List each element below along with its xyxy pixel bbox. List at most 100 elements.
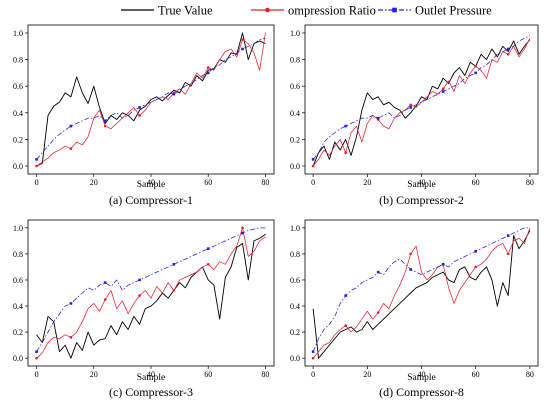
data-point bbox=[69, 336, 73, 339]
x-tick-label: 0 bbox=[311, 178, 315, 187]
x-tick-label: 80 bbox=[261, 178, 269, 187]
data-point bbox=[35, 350, 38, 353]
data-point bbox=[69, 124, 73, 128]
data-point bbox=[103, 298, 107, 301]
y-tick-label: 0.0 bbox=[13, 162, 23, 171]
series-outlet-pressure bbox=[311, 35, 531, 161]
x-axis-title: Sample bbox=[137, 373, 166, 383]
legend-item-outlet-pressure: Outlet Pressure bbox=[378, 4, 492, 18]
data-point bbox=[441, 263, 445, 266]
series-line-ompression-ratio bbox=[36, 32, 266, 167]
series-ompression-ratio bbox=[35, 226, 266, 360]
x-tick-label: 60 bbox=[472, 370, 480, 379]
data-point bbox=[103, 119, 107, 123]
y-tick-label: 0.0 bbox=[13, 354, 23, 363]
x-tick-label: 60 bbox=[204, 370, 212, 379]
x-tick-label: 40 bbox=[418, 370, 426, 379]
x-axis-title: Sample bbox=[137, 180, 166, 190]
x-tick-label: 40 bbox=[418, 178, 426, 187]
legend-marker bbox=[392, 7, 397, 13]
y-tick-label: 0.4 bbox=[290, 302, 300, 311]
chart-panel-1: 0 20 40 60 80 0.0 0.2 0.4 0.6 0.8 1.0 Sample (a) Com… bbox=[13, 24, 275, 207]
data-point bbox=[344, 324, 347, 327]
y-tick-label: 0.8 bbox=[13, 250, 23, 259]
data-point bbox=[206, 247, 210, 250]
series-line-true-value bbox=[36, 233, 266, 359]
series-outlet-pressure bbox=[311, 227, 530, 353]
legend-item-true-value: True Value bbox=[121, 4, 213, 18]
legend-label: True Value bbox=[158, 4, 213, 18]
chart-panel-2: 0 20 40 60 80 0.0 0.2 0.4 0.6 0.8 1.0 Sample (b) Com… bbox=[290, 24, 539, 207]
y-tick-label: 1.0 bbox=[290, 224, 300, 233]
x-tick-label: 80 bbox=[261, 370, 269, 379]
series-outlet-pressure bbox=[35, 227, 266, 353]
data-point bbox=[35, 158, 38, 161]
y-tick-label: 0.6 bbox=[13, 82, 23, 91]
x-tick-label: 0 bbox=[311, 370, 315, 379]
data-point bbox=[506, 47, 510, 51]
data-point bbox=[206, 66, 210, 69]
series-line-ompression-ratio bbox=[312, 227, 531, 359]
legend: True Value ompression Ratio Outlet Pressur… bbox=[121, 4, 492, 18]
data-point bbox=[206, 71, 210, 75]
data-point bbox=[376, 270, 380, 274]
x-tick-label: 40 bbox=[147, 178, 155, 187]
y-tick-label: 0.8 bbox=[13, 56, 23, 65]
y-tick-label: 0.2 bbox=[290, 135, 300, 144]
data-point bbox=[344, 151, 347, 155]
x-tick-label: 80 bbox=[526, 370, 534, 379]
data-point bbox=[241, 231, 244, 235]
legend-item-ompression-ratio: ompression Ratio bbox=[251, 4, 376, 18]
x-tick-label: 0 bbox=[35, 370, 39, 379]
chart-panel-3: 0 20 40 60 80 0.0 0.2 0.4 0.6 0.8 1.0 Sample (c) Com… bbox=[13, 219, 275, 399]
x-tick-label: 20 bbox=[90, 178, 98, 187]
data-point bbox=[474, 265, 477, 269]
data-point bbox=[311, 158, 315, 161]
series-line-ompression-ratio bbox=[312, 38, 531, 167]
data-point bbox=[172, 289, 176, 292]
panel-caption: (d) Compressor-8 bbox=[379, 385, 464, 399]
data-point bbox=[103, 124, 107, 128]
data-point bbox=[409, 106, 412, 109]
y-tick-label: 1.0 bbox=[13, 29, 23, 38]
x-tick-label: 20 bbox=[363, 178, 371, 187]
data-point bbox=[474, 71, 477, 75]
series-outlet-pressure bbox=[35, 37, 266, 161]
panel-caption: (a) Compressor-1 bbox=[109, 193, 193, 207]
y-tick-label: 0.4 bbox=[13, 302, 23, 311]
y-tick-label: 0.8 bbox=[290, 56, 300, 65]
y-tick-label: 0.0 bbox=[290, 354, 300, 363]
data-point bbox=[206, 263, 210, 266]
y-tick-label: 1.0 bbox=[13, 224, 23, 233]
y-tick-label: 0.0 bbox=[290, 162, 300, 171]
data-point bbox=[474, 249, 477, 253]
data-point bbox=[506, 52, 510, 56]
series-line-ompression-ratio bbox=[36, 227, 266, 359]
data-point bbox=[103, 281, 107, 284]
data-point bbox=[138, 294, 141, 297]
series-line-outlet-pressure bbox=[36, 227, 266, 352]
panel-caption: (b) Compressor-2 bbox=[379, 193, 464, 207]
data-point bbox=[344, 124, 347, 128]
y-tick-label: 0.4 bbox=[13, 109, 23, 118]
data-point bbox=[138, 114, 141, 117]
x-tick-label: 80 bbox=[526, 178, 534, 187]
x-tick-label: 20 bbox=[363, 370, 371, 379]
data-point bbox=[506, 234, 510, 237]
legend-label: ompression Ratio bbox=[288, 4, 376, 18]
y-tick-label: 0.2 bbox=[13, 328, 23, 337]
panels: 0 20 40 60 80 0.0 0.2 0.4 0.6 0.8 1.0 Sample (a) Com… bbox=[13, 24, 539, 399]
x-tick-label: 20 bbox=[90, 370, 98, 379]
data-point bbox=[69, 147, 73, 151]
data-point bbox=[311, 164, 315, 168]
y-tick-label: 0.8 bbox=[290, 250, 300, 259]
series-line-outlet-pressure bbox=[312, 227, 530, 352]
data-point bbox=[241, 47, 244, 51]
data-point bbox=[409, 252, 412, 256]
y-tick-label: 0.6 bbox=[13, 276, 23, 285]
plot-frame bbox=[27, 219, 275, 367]
plot-frame bbox=[304, 24, 539, 175]
data-point bbox=[409, 268, 412, 271]
data-point bbox=[376, 116, 380, 120]
